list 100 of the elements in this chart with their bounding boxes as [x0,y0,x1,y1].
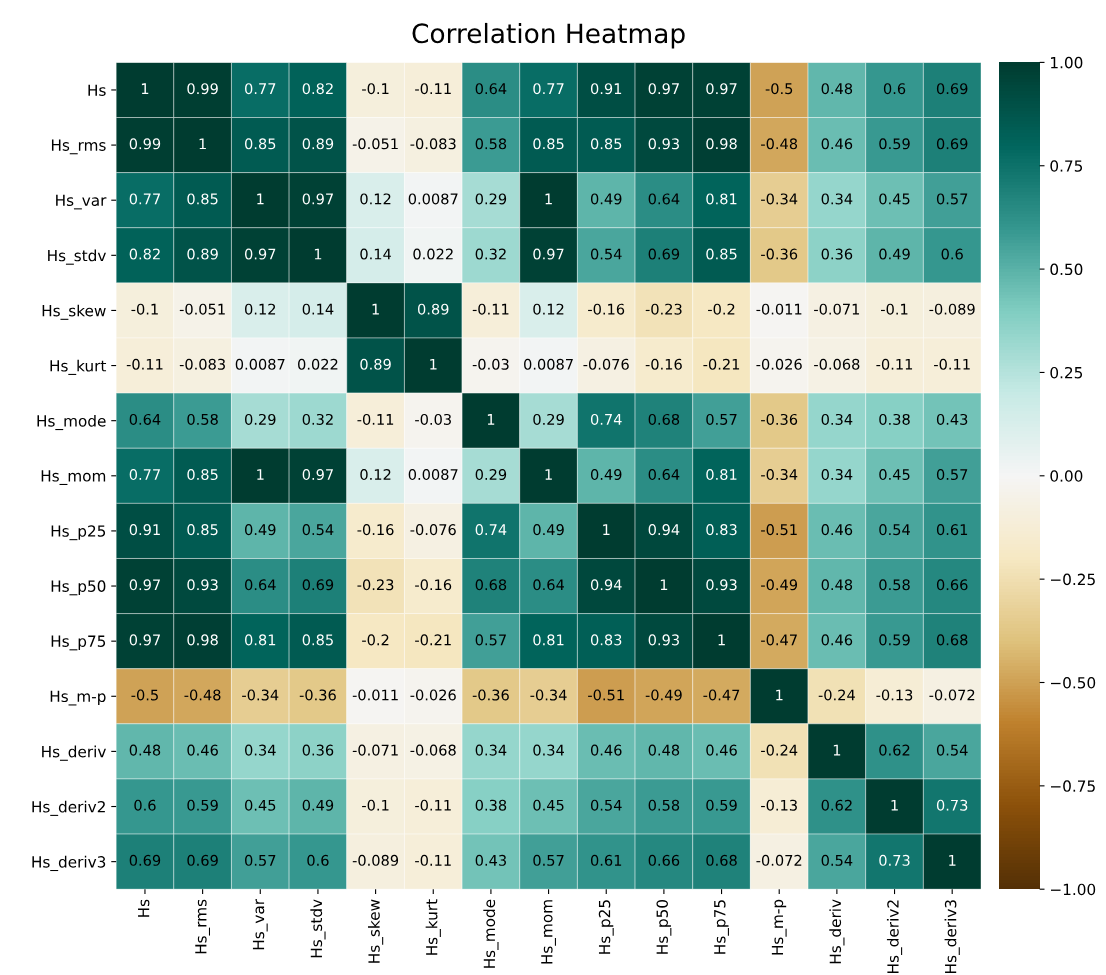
data-label: -0.071 [814,303,860,315]
data-label: 0.73 [879,854,910,866]
color-bar-label: −0.50 [1050,676,1096,689]
data-label: 0.66 [936,579,968,591]
data-label: -0.16 [357,524,394,536]
x-tick-label: Hs_var [252,898,268,950]
data-label: 0.58 [475,138,507,150]
data-label: -0.026 [756,358,802,370]
data-label: 0.48 [821,579,853,591]
data-label: -0.21 [703,358,740,370]
data-label: 0.64 [533,579,564,591]
y-tick-label: Hs_skew [42,304,106,320]
data-label: 0.68 [648,413,680,425]
y-tick-label: Hs_p25 [51,525,106,541]
data-label: 0.64 [245,579,276,591]
y-tick-label: Hs_mom [41,470,106,485]
data-label: 1 [718,634,725,646]
data-label: 0.59 [879,138,910,150]
data-label: -0.1 [131,303,158,315]
color-bar-label: 0.00 [1050,470,1083,482]
data-label: 0.69 [187,854,218,866]
x-tick-label: Hs_p25 [598,900,614,954]
y-tick-label: Hs_deriv [42,745,106,761]
data-label: 0.64 [475,83,507,95]
data-label: -0.011 [756,303,802,315]
data-label: 0.29 [245,413,276,425]
data-label: 0.81 [706,469,737,481]
x-tick-label: Hs_p50 [656,899,672,954]
data-label: 0.66 [648,854,680,866]
data-label: -0.026 [410,689,456,701]
data-label: 0.97 [302,193,333,205]
data-label: 0.94 [648,524,680,536]
data-label: 0.46 [821,138,853,150]
chart-title: Correlation Heatmap [412,22,685,49]
data-label: 0.69 [129,854,161,866]
data-label: 0.81 [533,634,564,646]
y-tick-label: Hs [88,84,106,96]
data-label: 0.48 [129,744,161,756]
data-label: 0.0087 [235,358,285,370]
y-tick-label: Hs_p75 [51,635,106,651]
data-label: 0.46 [706,744,737,756]
data-label: -0.23 [645,303,682,315]
data-label: -0.089 [352,854,399,866]
data-label: -0.13 [761,799,797,811]
data-label: 0.022 [413,248,453,260]
data-label: -0.48 [761,138,798,150]
data-label: 0.43 [936,413,968,425]
data-label: 0.46 [821,524,853,536]
data-label: 0.98 [706,138,737,150]
data-label: -0.076 [410,524,456,536]
data-label: -0.11 [934,358,970,370]
data-label: -0.03 [415,413,451,425]
data-label: 0.62 [821,799,852,811]
data-label: 0.12 [360,469,391,481]
data-label: 1 [833,744,841,756]
data-label: 1 [603,524,610,535]
color-bar-label: −1.00 [1050,883,1096,896]
data-label: 0.59 [879,634,910,646]
data-label: 0.64 [648,193,680,205]
data-label: 0.57 [936,469,968,481]
data-label: 0.6 [307,854,329,866]
data-label: 0.57 [475,634,506,646]
data-label: 0.85 [245,138,276,150]
y-tick-label: Hs_rms [51,139,106,155]
data-label: 0.85 [187,524,218,536]
data-label: 0.61 [936,524,968,536]
data-label: 0.022 [298,358,338,370]
data-label: 0.97 [648,83,679,95]
data-label: 0.49 [879,248,910,260]
data-label: 0.98 [187,634,218,646]
data-label: 0.36 [821,248,853,260]
data-label: -0.11 [472,303,509,315]
data-label: 0.34 [475,744,507,756]
data-label: 0.81 [245,634,276,646]
data-label: -0.34 [761,193,798,205]
color-bar-label: 0.25 [1050,366,1083,379]
data-label: 0.97 [533,248,564,260]
data-label: 1 [660,579,668,591]
data-label: -0.34 [242,689,279,701]
x-tick-label: Hs_m-p [771,899,787,955]
data-label: 0.0087 [524,358,573,370]
data-label: 0.68 [936,634,968,646]
data-label: 1 [891,799,898,811]
data-label: -0.36 [472,689,509,701]
color-bar-label: 0.75 [1050,160,1083,172]
data-label: 0.58 [187,413,218,425]
y-tick-label: Hs_deriv3 [32,855,106,872]
data-label: 0.0087 [408,193,458,205]
data-label: 0.57 [706,413,737,425]
data-label: 1 [545,193,552,205]
data-label: 0.61 [590,854,622,866]
data-label: 0.45 [533,799,564,811]
data-label: 0.32 [302,413,333,425]
data-label: 0.6 [883,83,906,95]
data-label: 1 [314,248,322,260]
data-label: 0.85 [187,469,218,481]
data-label: 0.54 [302,524,334,536]
data-label: -0.1 [362,83,389,95]
data-label: -0.1 [362,799,389,811]
data-label: 0.77 [245,83,276,95]
